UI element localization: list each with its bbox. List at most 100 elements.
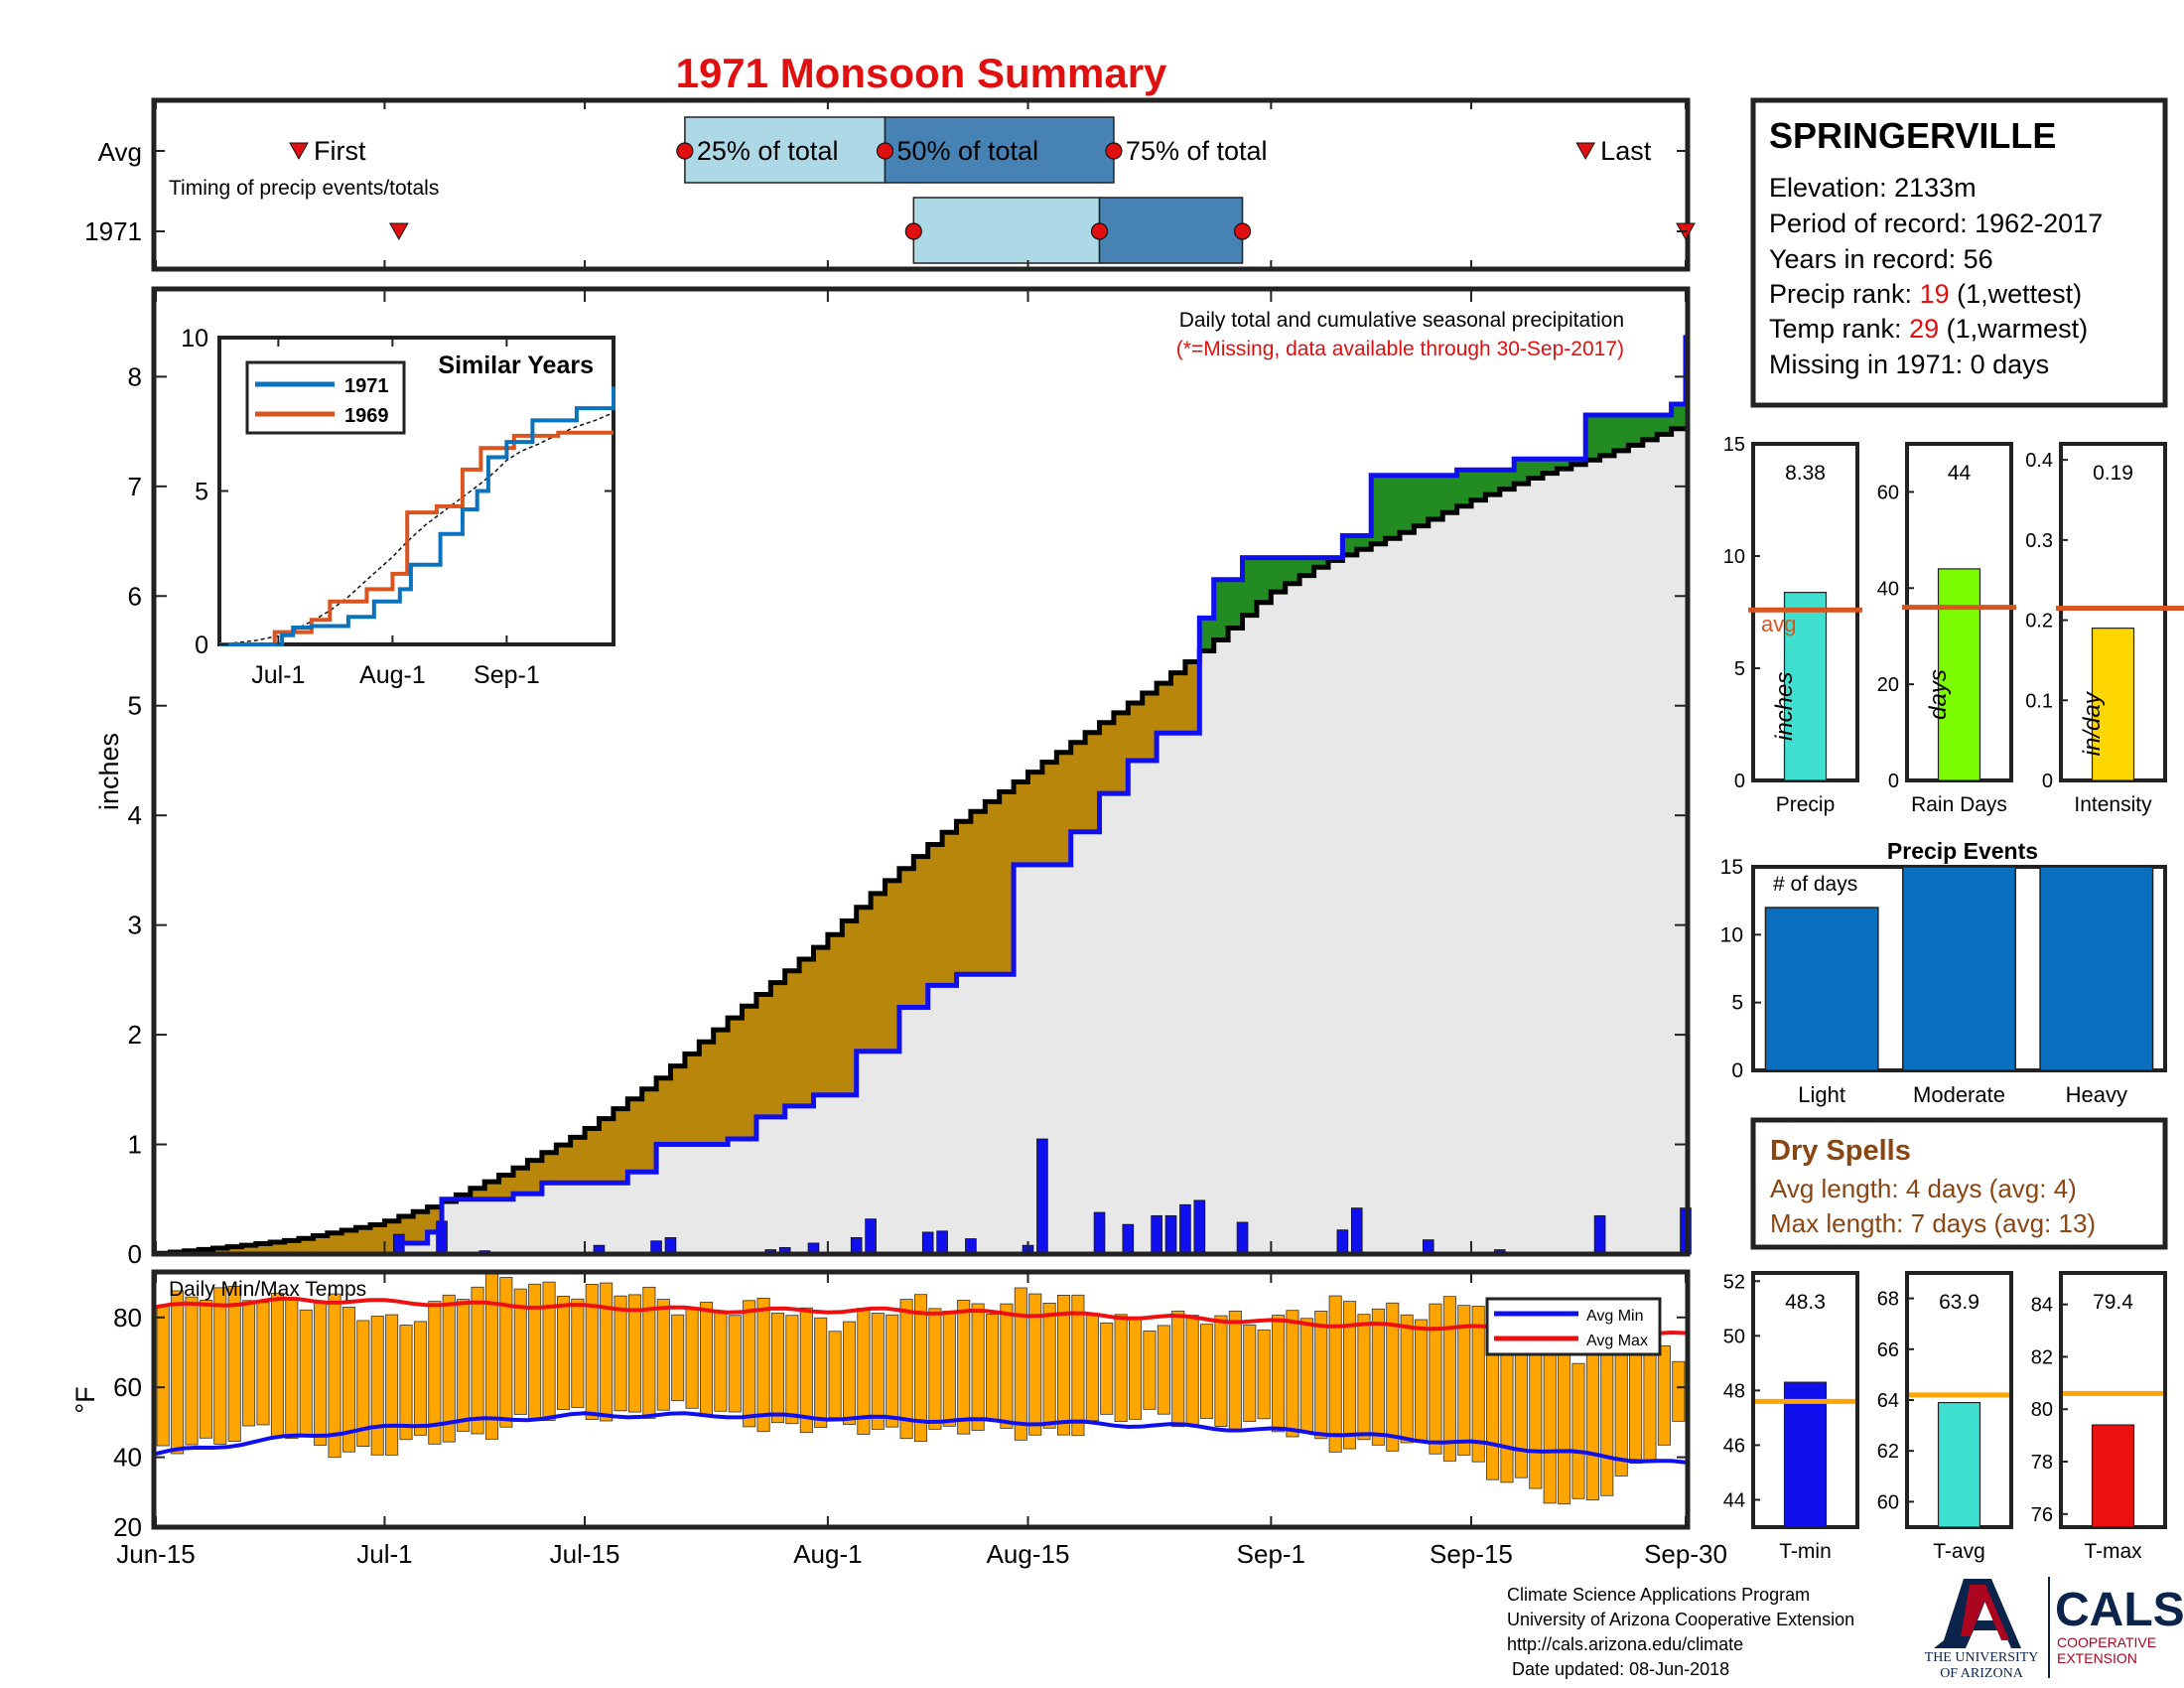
dry-spells-max-length: Max length: 7 days (avg: 13) <box>1770 1208 2096 1238</box>
daily-temp-range-bar <box>1400 1314 1414 1444</box>
daily-temp-range-bar <box>1529 1339 1543 1489</box>
daily-temp-range-bar <box>1299 1318 1313 1433</box>
main-y-tick-label: 7 <box>128 472 142 501</box>
ua-a-accent-icon <box>1961 1585 2009 1640</box>
stat-label-2: Intensity <box>2074 793 2152 816</box>
daily-temp-range-bar <box>1543 1338 1557 1504</box>
daily-temp-range-bar <box>341 1307 355 1453</box>
base-area <box>156 426 1686 1255</box>
daily-temp-range-bar <box>513 1288 527 1415</box>
stat-tick-label: 0.2 <box>2025 611 2053 633</box>
daily-temp-range-bar <box>213 1287 227 1445</box>
inset-x-tick-label: Aug-1 <box>359 661 426 689</box>
daily-temp-range-bar <box>614 1295 627 1412</box>
daily-temp-range-bar <box>899 1299 913 1440</box>
stat-tick-label: 10 <box>1723 546 1745 568</box>
main-note: Daily total and cumulative seasonal prec… <box>1179 309 1624 332</box>
main-frame-border <box>151 286 1691 1257</box>
daily-precip-bar <box>1593 1214 1606 1255</box>
daily-temp-range-bar <box>671 1314 685 1402</box>
stat-tick-label: 0.4 <box>2025 450 2053 472</box>
daily-temp-range-bar <box>457 1299 471 1432</box>
daily-temp-range-bar <box>642 1286 656 1419</box>
station-elevation: Elevation: 2133m <box>1769 173 1977 203</box>
daily-temp-range-bar <box>928 1308 942 1430</box>
daily-temp-range-bar <box>1442 1296 1456 1462</box>
daily-temp-range-bar <box>828 1331 842 1419</box>
temp-stat-tick-label: 60 <box>1877 1491 1899 1513</box>
station-box: SPRINGERVILLE Elevation: 2133m Period of… <box>1750 97 2168 408</box>
stat-tick-label: 5 <box>1734 658 1745 680</box>
daily-temp-range-bar <box>1028 1293 1042 1436</box>
station-frame <box>1750 97 2168 408</box>
precip-event-bar-moderate <box>1902 866 2016 1071</box>
daily-precip-bar <box>1164 1214 1177 1255</box>
daily-temp-range-bar <box>1171 1310 1185 1428</box>
footer-credits: Climate Science Applications Program Uni… <box>1507 1585 1854 1679</box>
temp-stat-tick-label: 44 <box>1723 1489 1745 1511</box>
daily-temp-range-bar <box>1343 1301 1357 1450</box>
temp-stat-tick-label: 76 <box>2031 1504 2053 1526</box>
temp-stat-tick-label: 46 <box>1723 1435 1745 1457</box>
timing-year-50-75-box <box>1098 197 1244 264</box>
daily-temp-range-bar <box>1129 1317 1143 1420</box>
precip-events-tick-label: 0 <box>1731 1059 1743 1082</box>
temp-stat-value-2: 79.4 <box>2093 1291 2133 1314</box>
temps-frame-border <box>151 1269 1691 1530</box>
temp-stat-tick-label: 78 <box>2031 1452 2053 1474</box>
inset-line-1969 <box>219 430 614 646</box>
cals-sub-line-2: EXTENSION <box>2057 1650 2137 1666</box>
temp-stat-tick-label: 84 <box>2031 1295 2053 1317</box>
daily-temp-range-bar <box>1100 1322 1114 1415</box>
temp-stat-bar-1 <box>1937 1401 1981 1528</box>
stat-value-1: 44 <box>1948 462 1972 485</box>
precip-events-inner-label: # of days <box>1773 873 1857 896</box>
daily-temp-range-bar <box>1371 1308 1385 1446</box>
daily-temp-range-bar <box>1357 1314 1371 1441</box>
daily-temp-range-bar <box>1228 1310 1242 1432</box>
stat-bar-0 <box>1783 592 1828 781</box>
daily-temp-range-bar <box>600 1282 614 1422</box>
daily-temp-range-bar <box>1600 1338 1614 1496</box>
station-precip-rank: Precip rank: 19 (1,wettest) <box>1769 279 2082 309</box>
timing-label-first: First <box>314 136 366 166</box>
timing-avg-50-75-box <box>884 116 1115 184</box>
daily-temp-range-bar <box>985 1314 1000 1422</box>
daily-temp-range-bar <box>1657 1345 1671 1446</box>
dry-spells-box: Dry Spells Avg length: 4 days (avg: 4) M… <box>1750 1117 2168 1250</box>
inset-y-tick-label: 0 <box>195 632 208 659</box>
daily-temp-range-bar <box>1643 1339 1657 1462</box>
daily-temp-range-bar <box>484 1271 498 1440</box>
daily-temp-range-bar <box>785 1315 799 1425</box>
timing-year-q25-marker <box>904 222 922 240</box>
daily-temp-range-bar <box>256 1302 270 1426</box>
daily-temp-range-bar <box>1071 1294 1085 1437</box>
timing-label-25: 25% of total <box>697 136 839 166</box>
figure-title: 1971 Monsoon Summary <box>676 50 1167 96</box>
daily-temp-range-bar <box>285 1298 299 1440</box>
stat-unit-label-0: inches <box>1771 672 1798 741</box>
daily-temp-range-bar <box>442 1294 456 1443</box>
ua-name-line-1: THE UNIVERSITY <box>1925 1650 2039 1665</box>
stat-label-0: Precip <box>1776 793 1836 816</box>
daily-temp-range-bar <box>556 1295 570 1410</box>
stat-tick-label: 60 <box>1877 482 1899 503</box>
stat-bar-1 <box>1937 568 1981 781</box>
timing-year-q50-marker <box>1090 222 1109 240</box>
temps-y-tick-label: 40 <box>113 1443 142 1473</box>
daily-precip-bar <box>1122 1223 1135 1255</box>
daily-temp-range-bar <box>356 1320 370 1447</box>
main-y-tick-label: 1 <box>128 1130 142 1160</box>
daily-temp-range-bar <box>1471 1306 1485 1463</box>
stat-tick-label: 0 <box>1888 771 1899 792</box>
temp-stat-tick-label: 66 <box>1877 1339 1899 1361</box>
timing-panel: Avg 1971 Timing of precip events/totals … <box>84 97 1696 272</box>
temp-stat-value-1: 63.9 <box>1939 1291 1979 1314</box>
daily-temp-range-bar <box>542 1281 556 1421</box>
temp-stat-tick-label: 50 <box>1723 1326 1745 1347</box>
stat-tick-label: 40 <box>1877 578 1899 600</box>
date-axis-tick-label: Sep-15 <box>1430 1539 1513 1569</box>
avg-max-temp-line <box>155 1296 1687 1337</box>
daily-temp-range-bar <box>385 1314 399 1456</box>
